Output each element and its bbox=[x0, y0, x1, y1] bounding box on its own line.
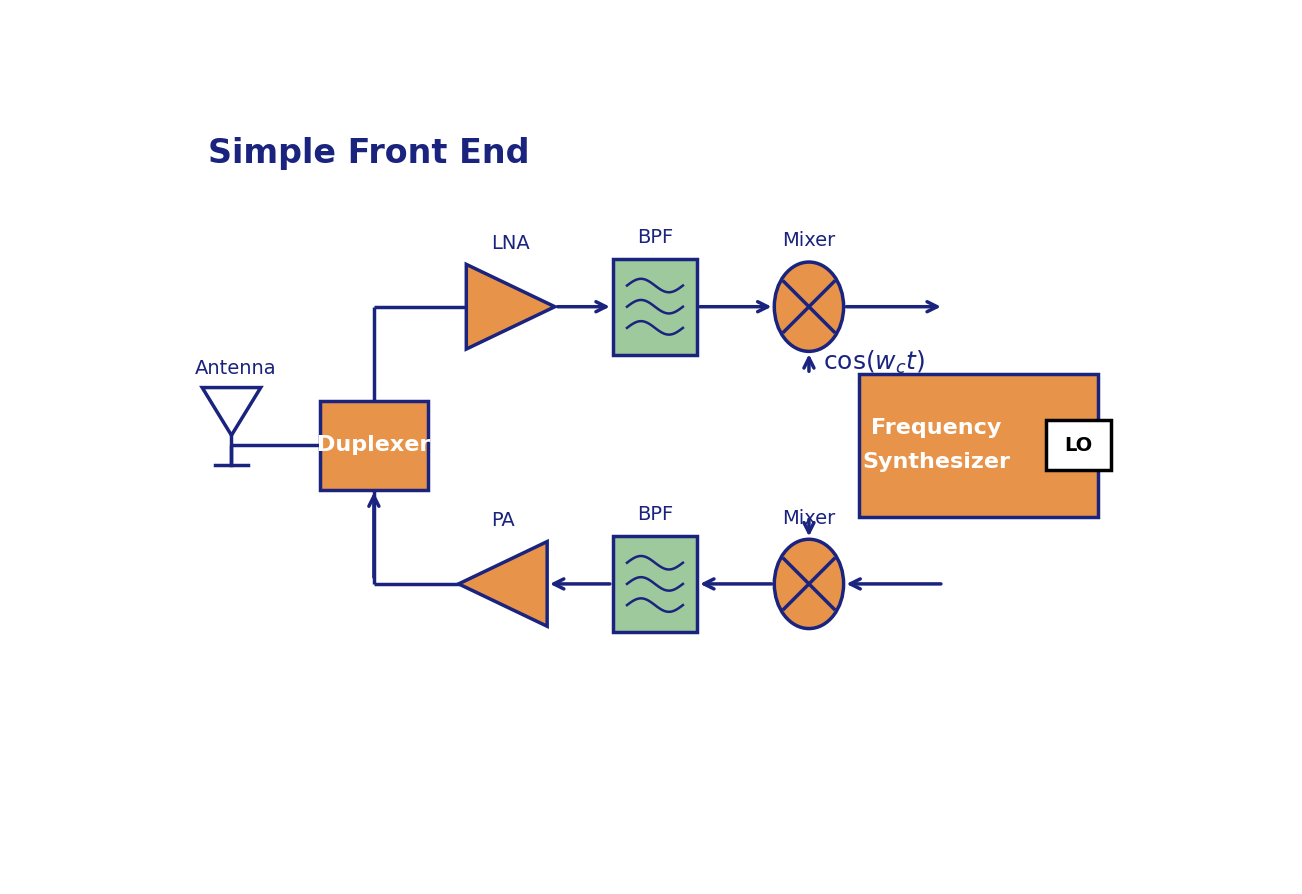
Text: Frequency: Frequency bbox=[871, 418, 1001, 438]
Ellipse shape bbox=[775, 262, 844, 351]
Text: Simple Front End: Simple Front End bbox=[208, 138, 530, 171]
Ellipse shape bbox=[775, 539, 844, 628]
Bar bbox=[859, 374, 1098, 517]
Text: Mixer: Mixer bbox=[783, 232, 836, 250]
Text: Synthesizer: Synthesizer bbox=[862, 452, 1010, 472]
Text: LNA: LNA bbox=[491, 234, 530, 253]
Bar bbox=[613, 536, 698, 632]
Text: Mixer: Mixer bbox=[783, 509, 836, 527]
Text: LO: LO bbox=[1064, 435, 1092, 455]
Text: BPF: BPF bbox=[637, 505, 673, 524]
Polygon shape bbox=[458, 542, 547, 627]
Bar bbox=[613, 258, 698, 355]
Bar bbox=[1046, 420, 1111, 470]
Text: $\cos(w_c t)$: $\cos(w_c t)$ bbox=[823, 350, 924, 376]
Polygon shape bbox=[466, 265, 555, 349]
Text: Antenna: Antenna bbox=[194, 359, 276, 378]
Polygon shape bbox=[202, 388, 260, 435]
Text: BPF: BPF bbox=[637, 228, 673, 247]
Text: Duplexer: Duplexer bbox=[318, 435, 431, 455]
Bar bbox=[320, 401, 428, 490]
Text: PA: PA bbox=[491, 511, 514, 530]
